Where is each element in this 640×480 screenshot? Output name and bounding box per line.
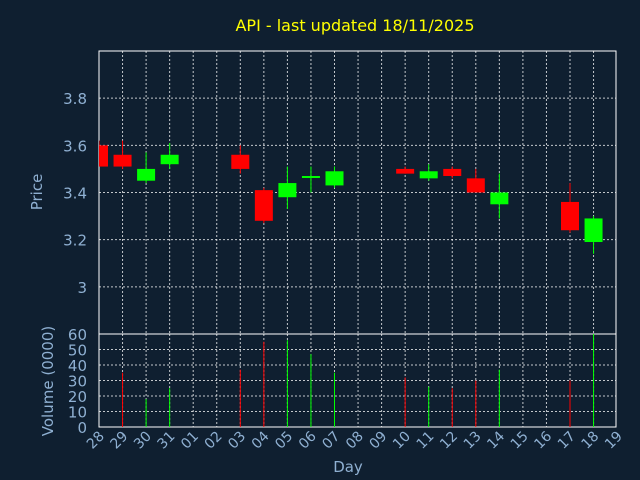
volume-axis-label: Volume (0000) (39, 326, 57, 436)
x-axis: 28 29 30 31 01 02 03 04 05 06 07 08 09 10 11 12 13 14 15 16… (84, 428, 626, 452)
x-tick-label: 10 (390, 429, 414, 453)
candles-group (99, 140, 603, 254)
x-tick-label: 16 (531, 428, 555, 452)
price-tick-label: 3.4 (63, 185, 87, 203)
volume-tick-label: 0 (77, 419, 87, 437)
price-axis-label: Price (28, 174, 46, 211)
price-tick-label: 3 (77, 279, 87, 297)
candle-body (301, 175, 320, 178)
candle-body (490, 192, 509, 205)
price-panel: 3 3.2 3.4 3.6 3.8 (63, 50, 617, 335)
x-tick-label: 09 (367, 429, 391, 453)
x-tick-label: 03 (225, 429, 249, 453)
candle-body (561, 201, 579, 231)
chart-title: API - last updated 18/11/2025 (235, 16, 474, 35)
x-tick-label: 06 (296, 428, 320, 452)
x-tick-label: 18 (578, 429, 602, 453)
x-tick-label: 07 (319, 429, 343, 453)
candle-body (396, 168, 415, 174)
volume-tick-label: 50 (68, 342, 87, 360)
x-tick-label: 11 (414, 429, 438, 453)
x-tick-label: 12 (437, 429, 461, 453)
candle-body (278, 183, 297, 198)
volume-tick-label: 30 (68, 373, 87, 391)
volume-tick-label: 20 (68, 388, 87, 406)
candle-body (419, 171, 438, 179)
candle-body (99, 145, 108, 167)
price-tick-label: 3.8 (63, 90, 87, 108)
volume-tick-label: 60 (68, 326, 87, 344)
x-tick-label: 29 (107, 429, 131, 453)
x-tick-label: 15 (508, 429, 532, 453)
x-tick-label: 08 (343, 429, 367, 453)
x-axis-label: Day (333, 458, 363, 476)
candle-body (584, 218, 603, 243)
volume-frame (98, 333, 617, 428)
x-tick-label: 02 (202, 429, 226, 453)
candle-body (254, 190, 273, 221)
x-tick-label: 13 (461, 429, 485, 453)
volume-tick-label: 10 (68, 404, 87, 422)
volume-tick-label: 40 (68, 357, 87, 375)
candle-body (325, 171, 344, 186)
x-tick-label: 28 (84, 429, 108, 453)
x-tick-label: 04 (249, 428, 273, 452)
candle-body (137, 168, 156, 181)
candle-body (443, 168, 462, 176)
candle-body (113, 154, 132, 167)
price-tick-label: 3.2 (63, 232, 87, 250)
price-tick-label: 3.6 (63, 137, 87, 155)
x-tick-label: 01 (178, 429, 202, 453)
x-tick-label: 19 (602, 429, 626, 453)
candle-body (160, 154, 179, 165)
candle-body (231, 154, 250, 169)
x-tick-label: 31 (155, 429, 179, 453)
x-tick-label: 14 (484, 428, 508, 452)
x-tick-label: 30 (131, 429, 155, 453)
x-tick-label: 05 (272, 429, 296, 453)
x-tick-label: 17 (555, 429, 579, 453)
candle-body (466, 178, 485, 193)
